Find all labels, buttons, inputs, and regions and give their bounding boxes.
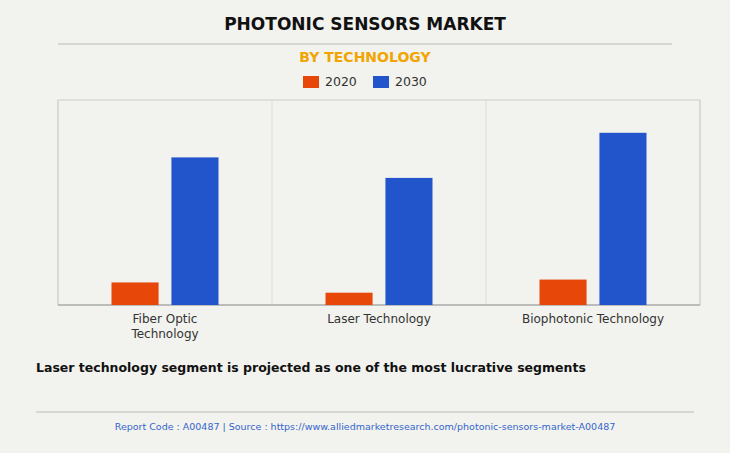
title: PHOTONIC SENSORS MARKET <box>224 14 506 34</box>
legend-swatch <box>373 76 389 88</box>
footer-rule <box>36 412 694 413</box>
bar <box>385 178 432 305</box>
x-tick-label: Laser Technology <box>327 312 431 326</box>
bar <box>112 282 159 305</box>
caption: Laser technology segment is projected as… <box>36 360 586 375</box>
bar <box>599 133 646 305</box>
legend-label: 2030 <box>395 74 427 89</box>
bar <box>540 280 587 305</box>
subtitle: BY TECHNOLOGY <box>299 49 431 65</box>
bar <box>171 157 218 305</box>
legend: 2020 2030 <box>303 74 427 89</box>
legend-label: 2020 <box>325 74 357 89</box>
x-tick-label: Biophotonic Technology <box>522 312 664 326</box>
group-divider <box>272 100 273 305</box>
bars <box>112 133 647 305</box>
title-rule <box>58 44 672 45</box>
bar <box>326 293 373 305</box>
plot-frame <box>58 100 700 305</box>
legend-swatch <box>303 76 319 88</box>
chart: PHOTONIC SENSORS MARKET BY TECHNOLOGY Fibe… <box>0 0 730 453</box>
x-tick-label: Fiber OpticTechnology <box>130 312 198 341</box>
group-divider <box>486 100 487 305</box>
footer: Report Code : A00487 | Source : https://… <box>115 421 616 432</box>
background <box>0 0 730 453</box>
